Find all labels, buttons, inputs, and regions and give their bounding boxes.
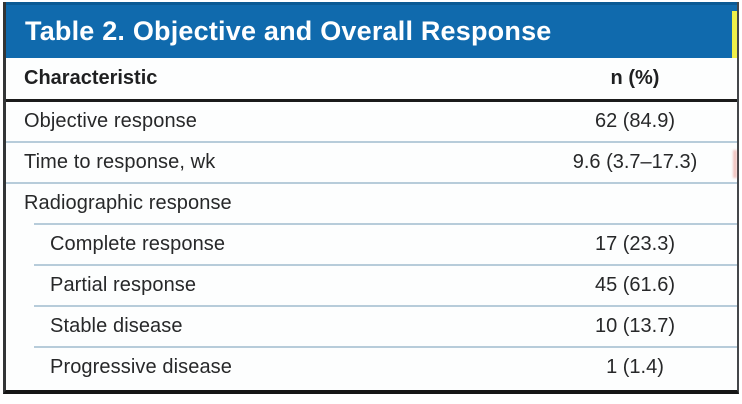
row-divider-indented xyxy=(34,305,737,307)
row-label: Progressive disease xyxy=(50,356,232,378)
table-row-time-to-response: Time to response, wk 9.6 (3.7–17.3) xyxy=(6,143,737,182)
column-header-characteristic: Characteristic xyxy=(24,67,158,89)
row-value: 1 (1.4) xyxy=(606,356,664,378)
row-value: 62 (84.9) xyxy=(594,110,676,132)
table-title-bar: Table 2. Objective and Overall Response xyxy=(6,2,737,58)
table-row-stable-disease: Stable disease 10 (13.7) xyxy=(6,307,737,346)
row-label: Radiographic response xyxy=(24,192,232,214)
table-header-row: Characteristic n (%) xyxy=(6,58,737,102)
row-label: Time to response, wk xyxy=(24,151,216,173)
row-divider-indented xyxy=(34,346,737,348)
row-label: Stable disease xyxy=(50,315,183,337)
row-value: 45 (61.6) xyxy=(594,274,676,296)
table-row-radiographic-response: Radiographic response xyxy=(6,184,737,223)
table-2-objective-overall-response: Table 2. Objective and Overall Response … xyxy=(3,2,739,394)
row-divider-indented xyxy=(34,264,737,266)
row-value: 17 (23.3) xyxy=(594,233,676,255)
row-value: 9.6 (3.7–17.3) xyxy=(572,151,698,173)
column-header-n-pct: n (%) xyxy=(610,67,660,89)
row-label: Objective response xyxy=(24,110,198,132)
row-divider xyxy=(6,182,737,184)
table-title: Table 2. Objective and Overall Response xyxy=(25,16,552,46)
row-divider-indented xyxy=(34,223,737,225)
table-row-complete-response: Complete response 17 (23.3) xyxy=(6,225,737,264)
row-label: Complete response xyxy=(50,233,226,255)
scan-artifact-red xyxy=(733,150,737,178)
row-divider xyxy=(6,141,737,143)
table-row-progressive-disease: Progressive disease 1 (1.4) xyxy=(6,348,737,387)
table-row-partial-response: Partial response 45 (61.6) xyxy=(6,266,737,305)
scan-artifact-yellow xyxy=(732,11,737,58)
row-value: 10 (13.7) xyxy=(594,315,676,337)
table-row-objective-response: Objective response 62 (84.9) xyxy=(6,102,737,141)
row-label: Partial response xyxy=(50,274,197,296)
